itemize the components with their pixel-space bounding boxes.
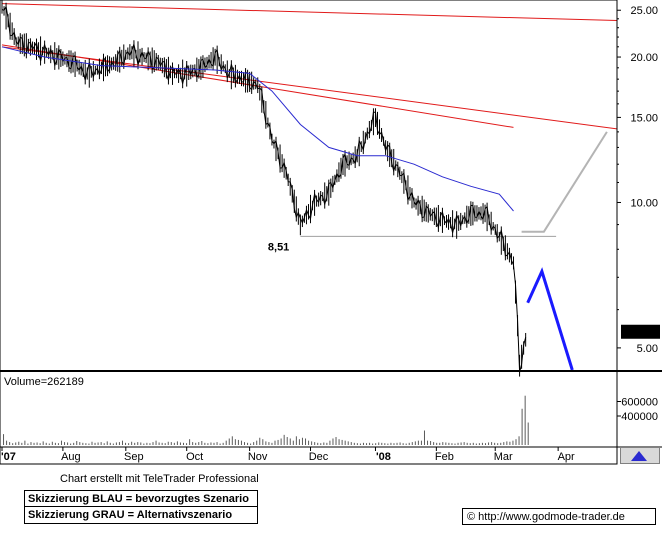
price-panel: 8,51 5.40 [1,0,660,377]
x-tick-label: Dec [309,451,329,463]
x-tick-label: Sep [124,451,144,463]
blue-scenario-line [526,267,574,371]
x-tick-label: Feb [435,451,454,463]
support-label: 8,51 [268,241,289,253]
x-tick-label: Mar [494,451,513,463]
axes: 25.00 20.00 15.00 10.00 5.00 '07 Aug Sep Oct Nov D… [0,0,662,465]
x-tick-label: Nov [248,451,268,463]
arrow-icon [631,451,647,461]
y-tick-label: 5.00 [637,343,658,355]
volume-tick-label: 400000 [621,411,658,423]
x-tick-label: '07 [1,451,16,463]
chart-credit: Chart erstellt mit TeleTrader Profession… [60,473,259,485]
last-price-label: 5.40 [637,327,658,339]
resistance-trendline [1,3,618,22]
y-tick-label: 15.00 [630,112,658,124]
resistance-trendline [1,46,618,130]
x-tick-label: Oct [186,451,203,463]
volume-title: Volume=262189 [4,376,84,388]
moving-average-line [1,46,514,212]
last-price-box [621,324,660,339]
x-tick-label: Apr [558,451,575,463]
scenario-note-grey: Skizzierung GRAU = Alternativszenario [24,506,258,524]
x-tick-label: '08 [376,451,391,463]
price-line [1,5,527,373]
x-tick-label: Aug [61,451,81,463]
scenario-note-blue: Skizzierung BLAU = bevorzugtes Szenario [24,490,258,508]
scroll-right-button[interactable] [620,447,660,464]
y-tick-label: 25.00 [630,5,658,17]
volume-tick-label: 600000 [621,397,658,409]
y-tick-label: 10.00 [630,197,658,209]
y-tick-label: 20.00 [630,52,658,64]
grey-scenario-line [521,131,608,233]
copyright-link[interactable]: © http://www.godmode-trader.de [462,508,656,525]
volume-panel: Volume=262189 [3,376,529,445]
